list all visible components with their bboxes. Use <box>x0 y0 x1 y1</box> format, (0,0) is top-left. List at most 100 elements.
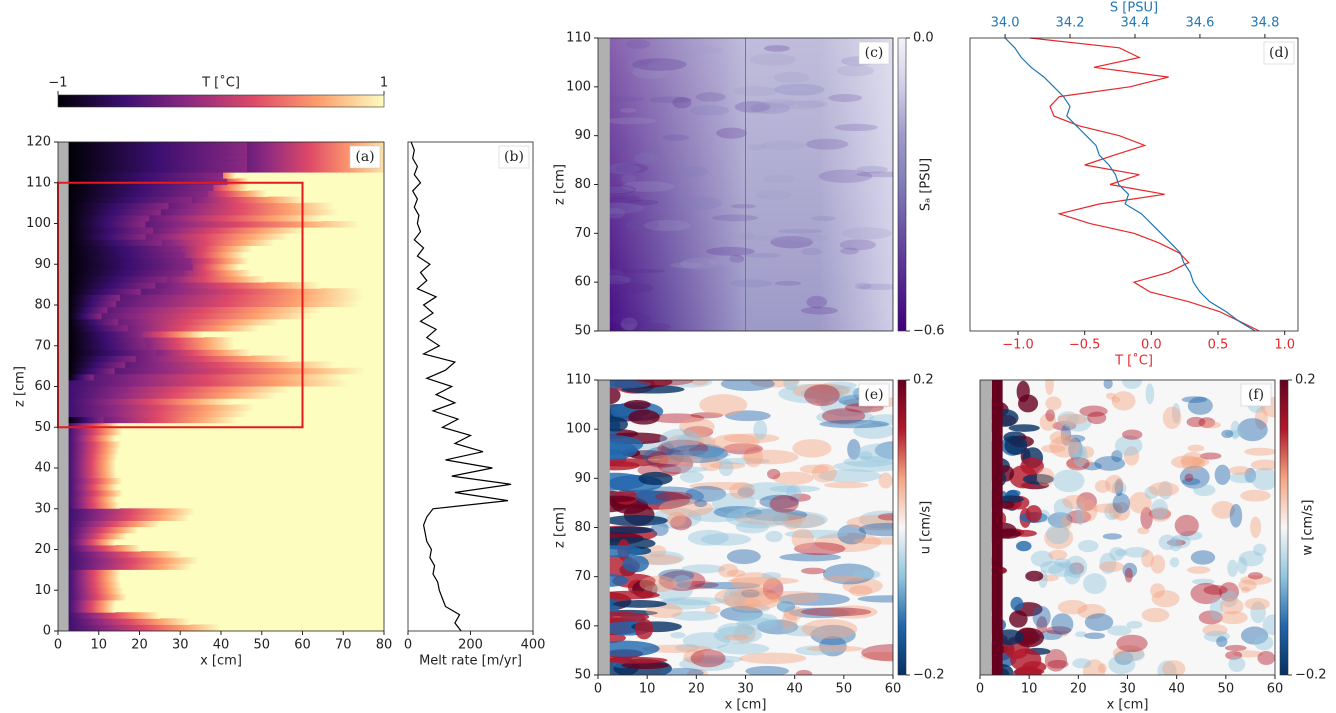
field-eddy <box>1104 502 1120 521</box>
field-eddy <box>656 453 694 475</box>
field-eddy <box>822 381 857 389</box>
field-eddy <box>718 563 739 578</box>
field-cell <box>67 300 117 308</box>
field-eddy <box>1211 500 1236 519</box>
field-eddy <box>1216 636 1228 648</box>
field-eddy <box>1253 543 1267 556</box>
field-eddy <box>843 456 893 468</box>
field-cell <box>91 300 360 308</box>
x-tick-label: 0 <box>976 682 984 697</box>
field-eddy <box>1115 548 1128 557</box>
field-eddy <box>810 624 856 646</box>
field-eddy <box>704 605 721 614</box>
field-eddy <box>1105 474 1124 494</box>
field-eddy <box>1174 514 1199 537</box>
field-eddy <box>823 481 869 489</box>
field-eddy <box>801 247 822 256</box>
field-eddy <box>738 231 756 239</box>
field-cell <box>136 208 339 216</box>
field-eddy <box>1250 459 1275 471</box>
field-eddy <box>795 645 834 656</box>
field-cell <box>67 575 121 583</box>
field-eddy <box>796 100 828 108</box>
field-eddy <box>765 530 783 543</box>
field-eddy <box>1114 478 1124 497</box>
y-tick-label: 0 <box>43 624 51 639</box>
field-eddy <box>819 419 890 429</box>
field-cell <box>67 557 199 564</box>
field-eddy <box>1098 561 1124 573</box>
field-cell <box>167 196 305 204</box>
field-eddy <box>1062 494 1087 509</box>
field-eddy <box>874 441 893 460</box>
field-eddy <box>1057 561 1074 568</box>
field-eddy <box>1123 547 1150 558</box>
colorbar <box>1279 379 1289 676</box>
field-cell <box>222 153 384 161</box>
colorbar-tick-label: −0.6 <box>913 324 945 339</box>
field-eddy <box>762 578 784 600</box>
field-eddy <box>612 600 667 608</box>
field-eddy <box>681 564 726 574</box>
field-cell <box>67 227 154 234</box>
x-axis-label: x [cm] <box>1107 698 1149 713</box>
field-cell <box>155 245 253 253</box>
field-eddy <box>852 537 893 545</box>
y-tick-label: 60 <box>574 618 591 633</box>
field-eddy <box>750 102 791 114</box>
field-cell <box>160 251 245 259</box>
x-tick-label: 40 <box>1168 682 1185 697</box>
field-eddy <box>1238 550 1264 567</box>
field-eddy <box>734 513 807 526</box>
field-eddy <box>1072 444 1088 468</box>
field-cell <box>222 147 384 155</box>
field-eddy <box>1068 562 1085 575</box>
field-eddy <box>1203 630 1230 643</box>
field-eddy <box>690 105 730 116</box>
profile-line <box>1029 37 1260 332</box>
y-tick-label: 60 <box>34 379 51 394</box>
field-cell <box>67 490 124 497</box>
field-eddy <box>1044 649 1067 672</box>
field-cell <box>67 288 141 295</box>
field-eddy <box>604 207 626 219</box>
field-eddy <box>1016 540 1032 552</box>
x-axis-label: T [˚C] <box>1114 353 1153 369</box>
field-cell <box>67 581 122 589</box>
y-tick-label: 110 <box>566 31 591 46</box>
field-eddy <box>1103 380 1113 390</box>
field-eddy <box>1044 526 1074 550</box>
field-eddy <box>1020 457 1044 475</box>
field-cell <box>67 196 192 204</box>
heatmap-field <box>980 380 1275 675</box>
field-eddy <box>851 569 881 580</box>
field-eddy <box>1045 396 1062 411</box>
field-eddy <box>1140 506 1153 530</box>
field-eddy <box>836 65 875 77</box>
y-tick-label: 10 <box>34 583 51 598</box>
y-tick-label: 60 <box>574 275 591 290</box>
field-cell <box>183 190 268 198</box>
field-cell <box>67 343 147 350</box>
field-cell <box>93 318 280 326</box>
field-eddy <box>861 644 893 662</box>
field-eddy <box>1150 506 1171 522</box>
field-eddy <box>627 59 641 72</box>
field-eddy <box>619 108 637 113</box>
field-eddy <box>1240 489 1271 502</box>
field-cell <box>67 142 248 149</box>
field-eddy <box>1122 429 1143 440</box>
heatmap-field <box>598 380 893 675</box>
field-eddy <box>781 610 798 632</box>
colorbar-tick-label: 0.2 <box>913 373 934 388</box>
field-eddy <box>1145 383 1155 405</box>
field-eddy <box>811 384 851 396</box>
x2-axis-label: S [PSU] <box>1110 1 1158 16</box>
field-eddy <box>675 581 719 589</box>
field-eddy <box>1230 420 1241 440</box>
panel-label-box <box>858 383 890 407</box>
field-eddy <box>1057 413 1088 425</box>
field-eddy <box>679 471 704 483</box>
field-eddy <box>858 283 893 291</box>
